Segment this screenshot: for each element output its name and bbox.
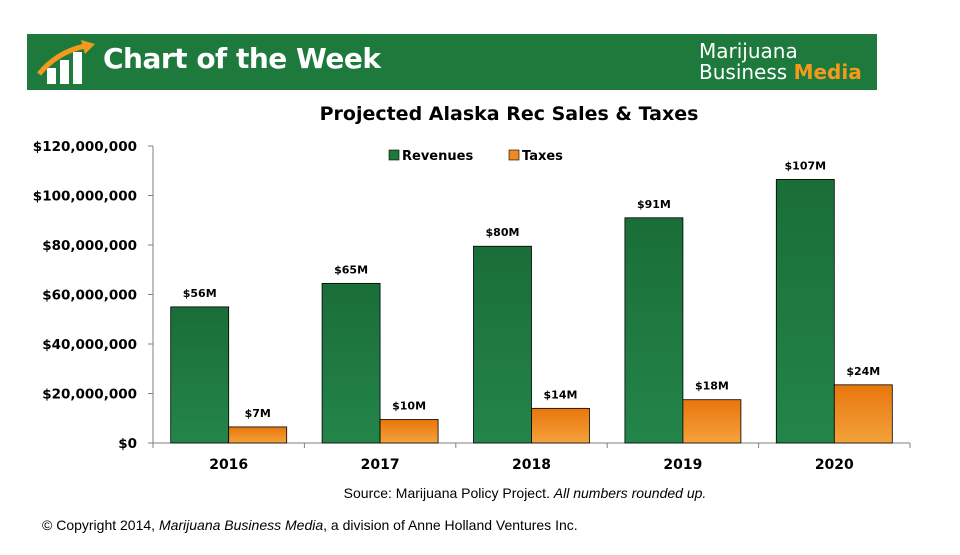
bar-taxes bbox=[228, 426, 288, 444]
y-tick-label: $80,000,000 bbox=[42, 238, 137, 254]
data-label: $91M bbox=[637, 198, 671, 211]
data-label: $14M bbox=[544, 388, 578, 401]
data-label: $18M bbox=[695, 380, 729, 393]
brand-media: Media bbox=[793, 60, 862, 84]
legend-swatch-taxes bbox=[508, 149, 520, 161]
bar-revenues bbox=[473, 245, 532, 444]
data-label: $10M bbox=[392, 399, 426, 412]
y-tick-label: $0 bbox=[118, 436, 137, 452]
source-text: Source: Marijuana Policy Project. bbox=[343, 485, 550, 501]
data-label: $65M bbox=[334, 263, 368, 276]
x-tick-label: 2018 bbox=[512, 457, 551, 473]
x-tick-label: 2017 bbox=[361, 457, 400, 473]
copyright-text-b: , a division of Anne Holland Ventures In… bbox=[323, 517, 578, 533]
chart-title: Projected Alaska Rec Sales & Taxes bbox=[319, 103, 699, 125]
x-tick-label: 2016 bbox=[209, 457, 248, 473]
copyright-text-a: © Copyright 2014, bbox=[42, 517, 156, 533]
data-label: $80M bbox=[486, 226, 520, 239]
y-tick-label: $20,000,000 bbox=[42, 387, 137, 403]
bar-taxes bbox=[531, 407, 590, 444]
copyright-note: © Copyright 2014, Marijuana Business Med… bbox=[42, 517, 578, 533]
brand-name-line2: Business Media bbox=[699, 61, 862, 83]
source-note: Source: Marijuana Policy Project. All nu… bbox=[0, 485, 960, 501]
bar-taxes bbox=[833, 384, 893, 444]
source-italic-text: All numbers rounded up. bbox=[553, 485, 707, 501]
bar-revenues bbox=[624, 217, 684, 444]
data-label: $7M bbox=[245, 407, 271, 420]
bar-taxes bbox=[682, 399, 742, 444]
legend-label-revenues: Revenues bbox=[402, 149, 473, 164]
data-label: $24M bbox=[846, 365, 880, 378]
y-tick-label: $60,000,000 bbox=[42, 288, 137, 304]
y-tick-label: $40,000,000 bbox=[42, 337, 137, 353]
bar-taxes bbox=[379, 419, 439, 444]
x-tick-label: 2019 bbox=[663, 457, 702, 473]
bar-revenues bbox=[775, 179, 835, 444]
data-label: $107M bbox=[785, 159, 827, 172]
y-tick-label: $100,000,000 bbox=[33, 189, 137, 205]
bar-revenues bbox=[321, 282, 381, 444]
brand-name-line1: Marijuana bbox=[699, 39, 798, 63]
banner-title: Chart of the Week bbox=[103, 42, 381, 75]
copyright-company: Marijuana Business Media bbox=[158, 517, 324, 533]
chart-logo-icon bbox=[37, 40, 95, 84]
data-label: $56M bbox=[183, 287, 217, 300]
bar-revenues bbox=[170, 306, 230, 444]
x-tick-label: 2020 bbox=[815, 457, 854, 473]
chart-of-the-week-banner: Chart of the Week Marijuana Business Med… bbox=[27, 34, 877, 90]
legend-label-taxes: Taxes bbox=[522, 149, 563, 164]
legend-swatch-revenues bbox=[388, 149, 400, 161]
y-tick-label: $120,000,000 bbox=[33, 139, 137, 155]
brand-business: Business bbox=[699, 60, 788, 84]
